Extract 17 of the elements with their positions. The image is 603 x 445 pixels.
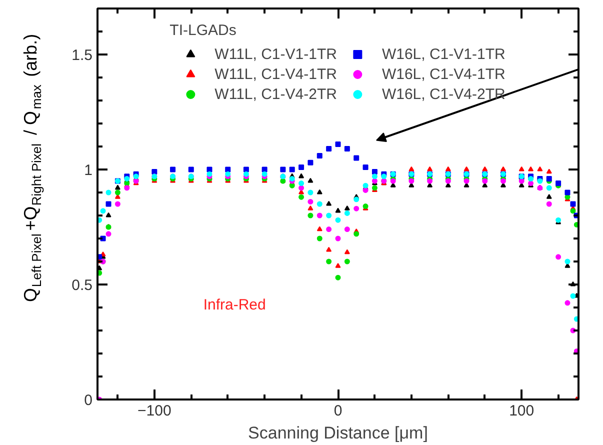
- legend-label: W16L, C1-V4-2TR: [382, 85, 506, 103]
- x-tick-label: 0: [334, 402, 342, 420]
- legend-label: W11L, C1-V4-2TR: [214, 85, 337, 103]
- legend-label: W11L, C1-V1-1TR: [214, 45, 337, 63]
- legend-label: W11L, C1-V4-1TR: [214, 65, 337, 83]
- y-tick-label: 1: [84, 162, 92, 179]
- legend-label: W16L, C1-V4-1TR: [382, 65, 506, 83]
- legend-title: TI-LGADs: [170, 22, 238, 39]
- annotation: Infra-Red: [203, 296, 266, 314]
- y-axis-title: QLeft Pixel+QRight Pixel / Qmax (arb.): [20, 34, 44, 302]
- y-tick-label: 0: [84, 392, 92, 409]
- x-tick-label: 100: [509, 402, 534, 420]
- x-axis-title: Scanning Distance [μm]: [248, 424, 428, 442]
- x-tick-label: −100: [138, 402, 172, 420]
- legend-label: W16L, C1-V1-1TR: [382, 45, 506, 63]
- y-tick-label: 1.5: [72, 47, 93, 64]
- y-tick-label: 0.5: [72, 277, 93, 294]
